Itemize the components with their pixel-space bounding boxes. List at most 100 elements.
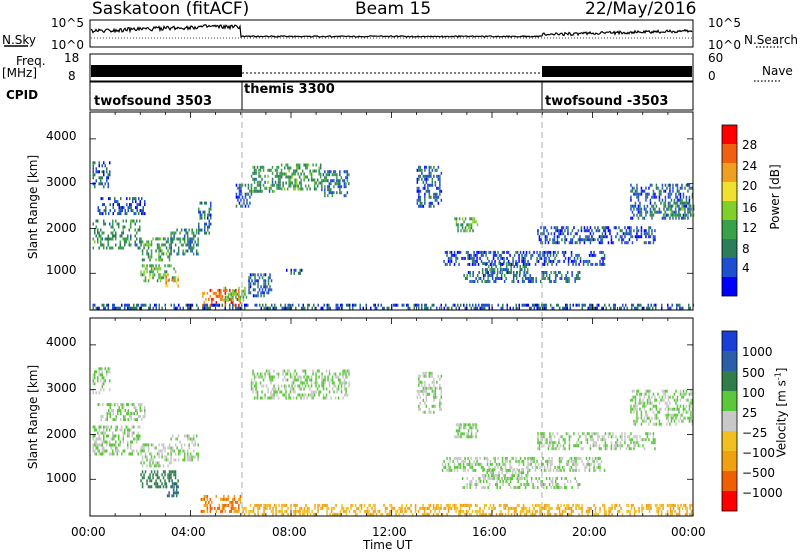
- data-cell: [548, 259, 550, 263]
- data-cell: [560, 468, 562, 472]
- data-cell: [97, 219, 99, 223]
- data-cell: [430, 195, 432, 199]
- data-cell: [289, 390, 292, 394]
- data-cell: [460, 435, 462, 439]
- data-cell: [136, 206, 138, 210]
- data-cell: [631, 306, 633, 310]
- data-cell: [628, 444, 631, 448]
- data-cell: [537, 253, 540, 257]
- data-cell: [615, 444, 617, 448]
- data-cell: [663, 189, 665, 193]
- data-cell: [524, 486, 527, 489]
- data-cell: [114, 200, 116, 204]
- data-cell: [293, 509, 295, 513]
- data-cell: [140, 479, 142, 483]
- data-cell: [418, 189, 420, 193]
- data-cell: [467, 432, 470, 436]
- data-cell: [572, 459, 574, 463]
- data-cell: [575, 462, 577, 466]
- data-cell: [250, 174, 253, 178]
- data-cell: [353, 303, 355, 307]
- data-cell: [106, 443, 108, 447]
- data-cell: [402, 512, 405, 516]
- data-cell: [179, 449, 181, 453]
- data-cell: [518, 503, 520, 507]
- data-cell: [309, 393, 311, 397]
- data-cell: [557, 465, 559, 469]
- data-cell: [436, 306, 438, 310]
- data-cell: [558, 229, 560, 233]
- data-cell: [113, 443, 115, 447]
- data-cell: [660, 210, 662, 214]
- data-cell: [658, 422, 661, 426]
- data-cell: [220, 288, 222, 292]
- data-cell: [583, 226, 586, 230]
- data-cell: [112, 222, 114, 226]
- data-cell: [535, 477, 537, 480]
- data-cell: [564, 447, 566, 451]
- data-cell: [227, 503, 230, 507]
- data-cell: [261, 372, 263, 376]
- data-cell: [688, 183, 691, 187]
- data-cell: [586, 238, 589, 242]
- data-cell: [480, 250, 483, 254]
- data-cell: [634, 419, 637, 423]
- data-cell: [494, 459, 496, 463]
- data-cell: [309, 378, 311, 382]
- data-cell: [141, 482, 144, 486]
- data-cell: [328, 191, 331, 195]
- data-cell: [492, 262, 495, 266]
- data-cell: [107, 425, 109, 429]
- data-cell: [652, 441, 655, 445]
- data-cell: [446, 262, 448, 266]
- data-cell: [315, 181, 317, 185]
- data-cell: [504, 465, 507, 469]
- nave-tick-top: 60: [708, 51, 724, 65]
- data-cell: [127, 303, 129, 307]
- data-cell: [627, 226, 629, 230]
- data-cell: [132, 403, 134, 407]
- data-cell: [542, 262, 544, 266]
- data-cell: [649, 210, 652, 214]
- data-cell: [141, 418, 143, 422]
- data-cell: [137, 437, 139, 441]
- data-cell: [673, 392, 676, 396]
- data-cell: [647, 303, 649, 307]
- data-cell: [679, 303, 681, 307]
- data-cell: [587, 506, 589, 510]
- data-cell: [683, 503, 685, 507]
- data-cell: [424, 192, 426, 196]
- data-cell: [212, 303, 214, 307]
- data-cell: [113, 303, 115, 307]
- data-cell: [613, 306, 615, 310]
- data-cell: [638, 509, 640, 513]
- data-cell: [171, 278, 173, 282]
- data-cell: [457, 435, 459, 439]
- data-cell: [112, 246, 114, 250]
- data-cell: [192, 449, 195, 453]
- data-cell: [92, 170, 94, 174]
- data-cell: [136, 237, 138, 241]
- data-cell: [431, 180, 434, 184]
- data-cell: [673, 419, 676, 423]
- data-cell: [648, 226, 650, 230]
- data-cell: [639, 395, 641, 399]
- data-cell: [530, 277, 533, 280]
- data-cell: [565, 303, 567, 307]
- data-cell: [158, 452, 160, 456]
- data-cell: [675, 512, 678, 516]
- data-cell: [182, 237, 184, 241]
- data-cell: [529, 306, 531, 310]
- data-cell: [259, 189, 262, 193]
- data-cell: [209, 288, 212, 292]
- data-cell: [504, 474, 506, 478]
- data-cell: [305, 509, 307, 513]
- data-cell: [425, 389, 428, 393]
- data-cell: [97, 376, 99, 380]
- data-cell: [690, 512, 693, 516]
- data-cell: [501, 468, 504, 472]
- data-cell: [142, 415, 144, 419]
- data-cell: [132, 197, 134, 201]
- data-cell: [480, 465, 483, 469]
- data-cell: [131, 219, 133, 223]
